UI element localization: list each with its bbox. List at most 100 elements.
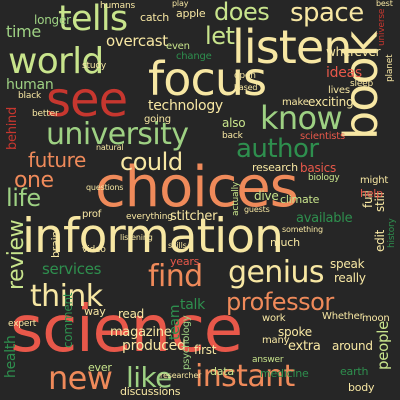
word-produced: produced — [122, 338, 186, 354]
word-world: world — [8, 41, 104, 82]
word-answer: answer — [252, 355, 284, 365]
word-lives: lives — [328, 85, 350, 96]
word-time: time — [6, 22, 41, 41]
word-choices: choices — [95, 155, 299, 220]
word-whether: Whether — [322, 311, 364, 322]
word-back: back — [222, 131, 243, 141]
word-human: human — [6, 77, 54, 93]
word-spoke: spoke — [278, 325, 312, 339]
word-way: way — [84, 305, 106, 318]
word-find: find — [148, 259, 203, 294]
word-really: really — [334, 271, 366, 285]
word-based: based — [234, 83, 258, 92]
word-universe: universe — [377, 8, 387, 46]
word-professor: professor — [226, 288, 334, 316]
word-wherever: wherever — [326, 45, 381, 59]
word-ever: ever — [88, 361, 112, 374]
word-better: better — [32, 109, 59, 119]
word-university: university — [46, 117, 189, 152]
word-first: first — [194, 343, 217, 357]
word-available: available — [296, 211, 353, 226]
word-help: help — [360, 187, 383, 200]
word-prof: prof — [82, 209, 102, 220]
word-change: change — [176, 51, 212, 62]
word-years: years — [170, 255, 200, 268]
word-people: people — [374, 320, 392, 370]
word-scientists: scientists — [300, 131, 346, 142]
word-biology: biology — [308, 173, 340, 183]
word-climate: climate — [280, 193, 320, 206]
word-read: read — [118, 307, 145, 321]
word-edit: edit — [373, 229, 387, 252]
word-know: know — [260, 99, 343, 137]
word-new: new — [48, 359, 113, 397]
word-brain: brain — [49, 230, 62, 258]
word-around: around — [332, 339, 373, 353]
word-much: much — [270, 236, 300, 249]
word-natural: natural — [96, 143, 124, 152]
word-discussions: discussions — [120, 385, 181, 398]
word-listen: listen — [232, 20, 352, 74]
word-like: like — [126, 361, 172, 394]
word-speak: speak — [330, 257, 365, 271]
word-best: best — [376, 0, 393, 8]
word-tells: tells — [58, 0, 128, 39]
word-ideas: ideas — [326, 65, 362, 81]
word-sleep: sleep — [350, 79, 374, 89]
word-body: body — [348, 381, 375, 394]
word-let: let — [205, 22, 235, 50]
word-medicine: medicine — [260, 367, 309, 380]
word-earth: earth — [340, 365, 369, 378]
word-overcast: overcast — [106, 32, 168, 50]
word-video: video — [82, 245, 106, 255]
word-stitcher: stitcher — [170, 209, 218, 224]
word-expert: expert — [8, 319, 37, 329]
word-comment: comment — [61, 292, 75, 348]
word-something: something — [282, 225, 323, 234]
word-extra: extra — [288, 339, 321, 354]
word-magazine: magazine — [110, 325, 172, 340]
word-history: history — [387, 218, 397, 248]
word-humans: humans — [100, 1, 136, 11]
word-work: work — [262, 313, 286, 324]
word-open: open — [234, 71, 256, 81]
word-research: research — [252, 161, 298, 174]
word-review: review — [4, 219, 29, 290]
word-could: could — [120, 148, 183, 176]
word-see: see — [46, 72, 128, 128]
word-science: science — [10, 293, 243, 367]
word-psychology: psychology — [181, 315, 192, 370]
word-longer: longer — [34, 13, 71, 27]
word-team: team — [167, 304, 183, 340]
word-also: also — [222, 116, 246, 130]
word-catch: catch — [140, 11, 170, 24]
word-instant: instant — [195, 359, 295, 394]
word-moon: moon — [362, 313, 390, 324]
word-one: one — [14, 168, 54, 193]
word-researcher: researcher — [160, 371, 202, 380]
word-dive: dive — [254, 189, 279, 203]
word-data: data — [210, 365, 234, 378]
word-space: space — [290, 0, 364, 28]
word-talk: talk — [180, 297, 205, 313]
word-guests: guests — [244, 205, 270, 214]
word-information: information — [22, 209, 284, 264]
word-does: does — [214, 0, 270, 26]
word-study: study — [82, 61, 107, 71]
word-black: black — [18, 91, 41, 101]
word-skills: skills — [168, 241, 187, 250]
word-author: author — [236, 134, 319, 164]
word-many: many — [262, 335, 290, 346]
word-listening: listening — [120, 233, 153, 242]
word-actually: actually — [231, 181, 241, 216]
word-behind: behind — [5, 106, 20, 150]
word-even: even — [166, 41, 190, 52]
word-technology: technology — [148, 98, 223, 114]
word-future: future — [28, 148, 86, 172]
word-basics: basics — [300, 161, 336, 175]
word-genius: genius — [228, 255, 325, 290]
word-play: play — [172, 0, 189, 8]
word-questions: questions — [86, 183, 124, 192]
word-going: going — [144, 114, 171, 125]
